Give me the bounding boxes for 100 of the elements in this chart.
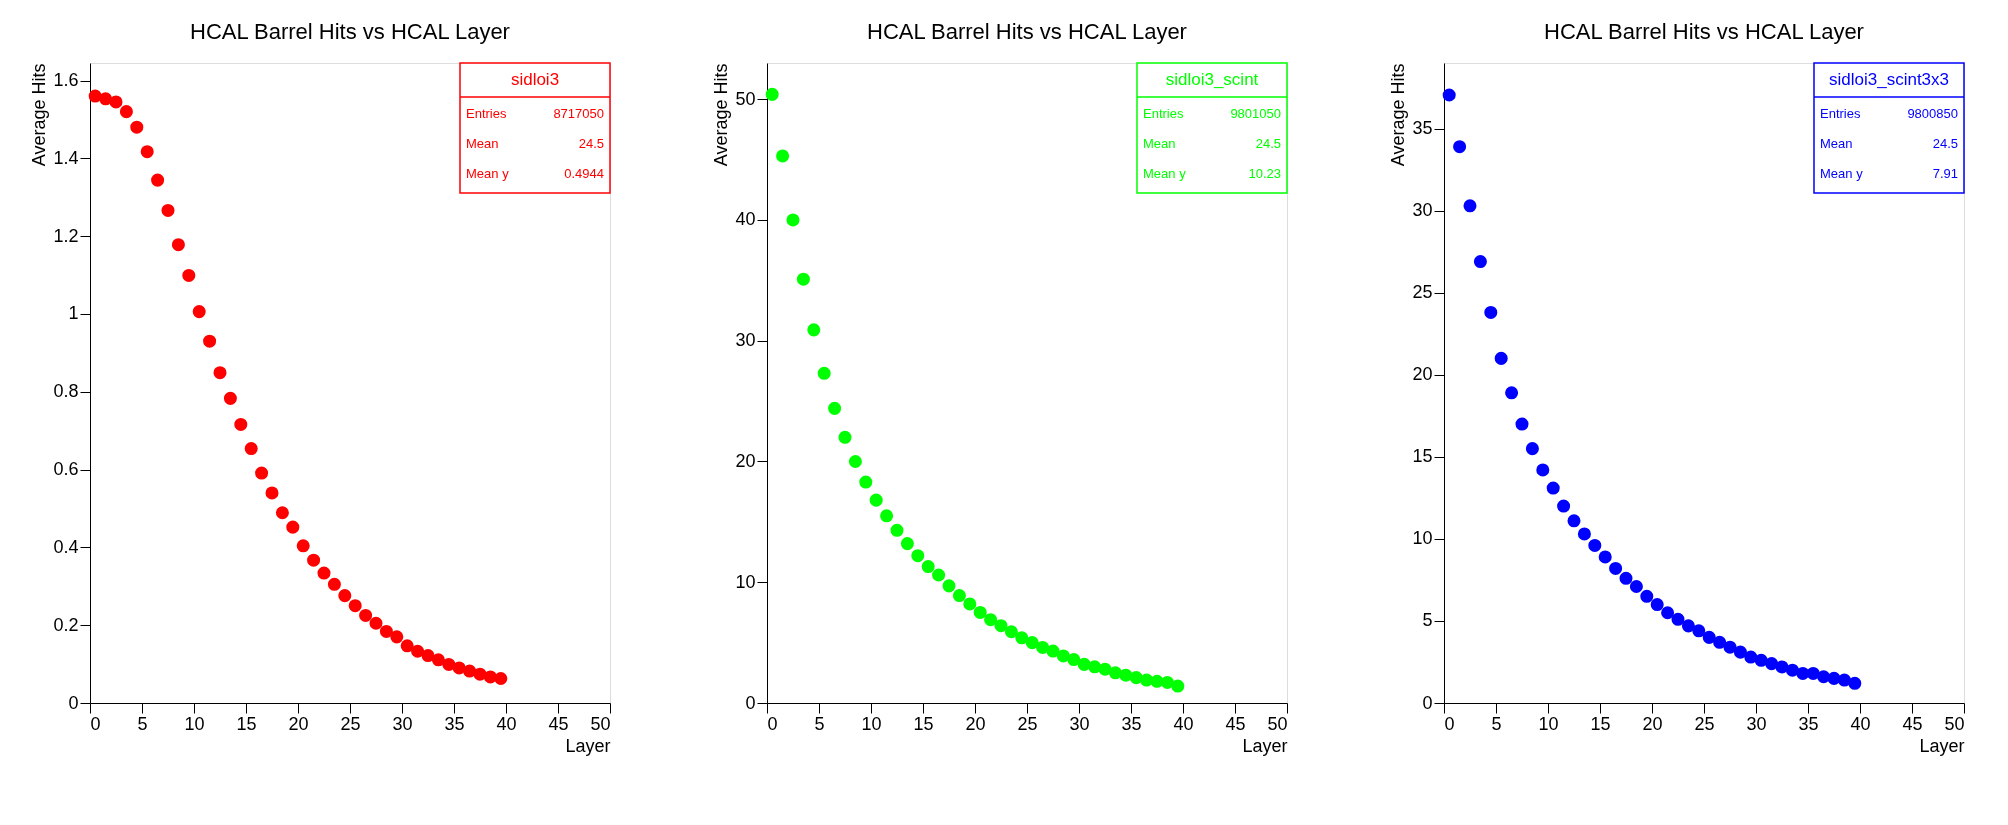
point	[932, 568, 946, 582]
point	[275, 506, 289, 520]
y-tick-label: 15	[1412, 446, 1433, 467]
point	[984, 613, 998, 627]
annotation: Mean y	[466, 166, 510, 181]
y-tick-label: 40	[735, 209, 756, 230]
x-tick-label: 30	[1746, 713, 1767, 734]
x-tick-label: 45	[1902, 713, 1923, 734]
point	[848, 454, 862, 468]
chart-title: HCAL Barrel Hits vs HCAL Layer	[190, 19, 510, 45]
x-tick-label: 0	[90, 713, 101, 734]
point	[119, 105, 133, 119]
point	[431, 653, 445, 667]
point	[99, 92, 113, 106]
y-tick-label: 30	[735, 330, 756, 351]
x-tick-label: 45	[548, 713, 569, 734]
x-tick-label: 45	[1225, 713, 1246, 734]
y-tick-label: 0.2	[53, 614, 79, 635]
x-tick-label: 50	[1267, 713, 1288, 734]
point	[1525, 442, 1539, 456]
point	[900, 537, 914, 551]
point	[317, 566, 331, 580]
point	[1108, 666, 1122, 680]
y-tick-label: 0.4	[53, 536, 79, 557]
point	[359, 608, 373, 622]
annotation: 10.23	[1248, 166, 1281, 181]
point	[911, 549, 925, 563]
point	[765, 87, 779, 101]
x-tick-label: 20	[965, 713, 986, 734]
point	[1785, 663, 1799, 677]
x-tick-label: 40	[1850, 713, 1871, 734]
point	[1744, 650, 1758, 664]
point	[265, 486, 279, 500]
point	[1088, 660, 1102, 674]
y-tick-label: 0	[745, 692, 756, 713]
point	[963, 597, 977, 611]
x-tick-label: 15	[236, 713, 257, 734]
point	[1160, 675, 1174, 689]
point	[1713, 635, 1727, 649]
point	[869, 493, 883, 507]
point	[390, 630, 404, 644]
annotation: 9800850	[1907, 106, 1958, 121]
point	[379, 624, 393, 638]
point	[1754, 653, 1768, 667]
point	[109, 95, 123, 109]
y-tick-label: 1.4	[53, 147, 79, 168]
point	[421, 649, 435, 663]
point	[1473, 255, 1487, 269]
point	[213, 366, 227, 380]
point	[1546, 481, 1560, 495]
annotation: 8717050	[553, 106, 604, 121]
point	[786, 213, 800, 227]
point	[828, 401, 842, 415]
point	[1671, 612, 1685, 626]
annotation: Entries	[466, 106, 507, 121]
point	[1661, 606, 1675, 620]
y-axis-title: Average Hits	[711, 63, 732, 167]
point	[1765, 657, 1779, 671]
annotation: Mean y	[1143, 166, 1187, 181]
x-tick-label: 50	[1944, 713, 1965, 734]
point	[151, 173, 165, 187]
x-tick-label: 50	[590, 713, 611, 734]
point	[140, 145, 154, 159]
x-tick-label: 20	[288, 713, 309, 734]
y-tick-label: 1.2	[53, 225, 79, 246]
point	[1067, 653, 1081, 667]
point	[1557, 499, 1571, 513]
point	[1702, 630, 1716, 644]
annotation: Entries	[1143, 106, 1184, 121]
annotation: Entries	[1820, 106, 1861, 121]
point	[161, 203, 175, 217]
y-tick-label: 20	[1412, 364, 1433, 385]
point	[400, 639, 414, 653]
point	[859, 475, 873, 489]
annotation: 7.91	[1932, 166, 1958, 181]
x-tick-label: 25	[1694, 713, 1715, 734]
point	[1463, 199, 1477, 213]
y-tick-label: 30	[1412, 200, 1433, 221]
point	[1494, 351, 1508, 365]
chart-title: HCAL Barrel Hits vs HCAL Layer	[1544, 19, 1864, 45]
x-tick-label: 20	[1642, 713, 1663, 734]
point	[1609, 561, 1623, 575]
point	[296, 539, 310, 553]
point	[348, 599, 362, 613]
point	[1796, 666, 1810, 680]
point	[1077, 657, 1091, 671]
point	[1640, 589, 1654, 603]
point	[171, 238, 185, 252]
x-tick-label: 35	[444, 713, 465, 734]
point	[1650, 598, 1664, 612]
x-tick-label: 5	[814, 713, 825, 734]
point	[327, 577, 341, 591]
x-tick-label: 30	[1069, 713, 1090, 734]
point	[1442, 88, 1456, 102]
point	[411, 644, 425, 658]
point	[442, 657, 456, 671]
point	[1577, 527, 1591, 541]
x-tick-label: 35	[1798, 713, 1819, 734]
x-axis-title: Layer	[1919, 735, 1965, 756]
y-tick-label: 0	[68, 692, 79, 713]
